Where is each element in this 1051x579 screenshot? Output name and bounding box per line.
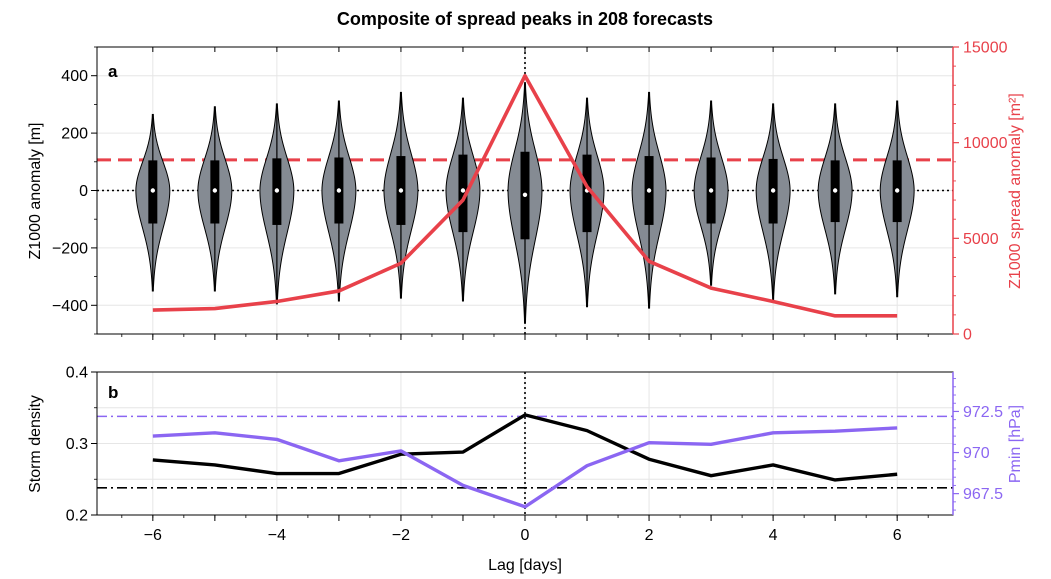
y-axis-label-a: Z1000 anomaly [m] bbox=[27, 123, 44, 260]
y-tick-label: 0 bbox=[79, 183, 88, 200]
x-tick-label: −4 bbox=[268, 527, 286, 544]
violin-median-dot bbox=[336, 188, 342, 193]
x-tick-label: −6 bbox=[144, 527, 162, 544]
violin-iqr-box bbox=[582, 154, 592, 233]
y-right-tick-label: 972.5 bbox=[963, 404, 1003, 421]
violin-median-dot bbox=[212, 188, 218, 193]
y-right-tick-label: 10000 bbox=[963, 135, 1008, 152]
violin-median-dot bbox=[708, 188, 714, 193]
violin-median-dot bbox=[894, 188, 900, 193]
y-tick-label: 0.3 bbox=[66, 436, 88, 453]
panel-letter-a: a bbox=[108, 62, 118, 81]
y-right-tick-label: 5000 bbox=[963, 231, 999, 248]
series-b bbox=[152, 413, 898, 509]
series-a bbox=[152, 73, 898, 318]
storm-density-line bbox=[152, 413, 898, 482]
violin-median-dot bbox=[398, 188, 404, 193]
y-tick-label: 200 bbox=[61, 126, 88, 143]
violin-median-dot bbox=[770, 188, 776, 193]
y-right-tick-label: 15000 bbox=[963, 40, 1008, 57]
violins bbox=[135, 83, 915, 324]
x-tick-label: 6 bbox=[893, 527, 902, 544]
violin-median-dot bbox=[460, 188, 466, 193]
ticks-b: −6 −4 −2 0 2 4 6 0.2 0.3 0.4 967.5 970 972.5 bbox=[66, 365, 1003, 545]
panel-b: −6 −4 −2 0 2 4 6 0.2 0.3 0.4 967.5 970 972.5 b Storm… bbox=[27, 365, 1024, 545]
x-tick-label: 2 bbox=[645, 527, 654, 544]
violin-median-dot bbox=[150, 188, 156, 193]
x-tick-label: −2 bbox=[392, 527, 410, 544]
x-axis-label: Lag [days] bbox=[488, 557, 562, 574]
violin-median-dot bbox=[522, 192, 528, 198]
y-tick-label: −400 bbox=[52, 298, 88, 315]
panel-letter-b: b bbox=[108, 383, 118, 402]
y-right-tick-label: 0 bbox=[963, 327, 972, 344]
y-tick-label: 0.2 bbox=[66, 508, 88, 525]
spread-anomaly-line bbox=[152, 73, 898, 318]
y-tick-label: 0.4 bbox=[66, 365, 88, 382]
y-tick-label: 400 bbox=[61, 68, 88, 85]
violin-median-dot bbox=[646, 188, 652, 193]
y-tick-label: −200 bbox=[52, 240, 88, 257]
pmin-line bbox=[152, 426, 898, 509]
y-axis-label-right-a: Z1000 spread anomaly [m²] bbox=[1007, 93, 1024, 289]
y-axis-label-right-b: Pmin [hPa] bbox=[1007, 405, 1024, 483]
ticks-a: −400 −200 0 200 400 0 5000 10000 15000 bbox=[52, 40, 1008, 344]
violin-iqr-box bbox=[458, 154, 468, 233]
violin-median-dot bbox=[832, 188, 838, 193]
y-right-tick-label: 970 bbox=[963, 445, 990, 462]
violin-median-dot bbox=[274, 188, 280, 193]
x-tick-label: 0 bbox=[521, 527, 530, 544]
x-tick-label: 4 bbox=[769, 527, 778, 544]
chart-title: Composite of spread peaks in 208 forecas… bbox=[337, 9, 713, 29]
panel-a: −400 −200 0 200 400 0 5000 10000 15000 a Z1000 a… bbox=[27, 40, 1024, 344]
y-right-tick-label: 967.5 bbox=[963, 486, 1003, 503]
y-axis-label-b: Storm density bbox=[27, 395, 44, 493]
